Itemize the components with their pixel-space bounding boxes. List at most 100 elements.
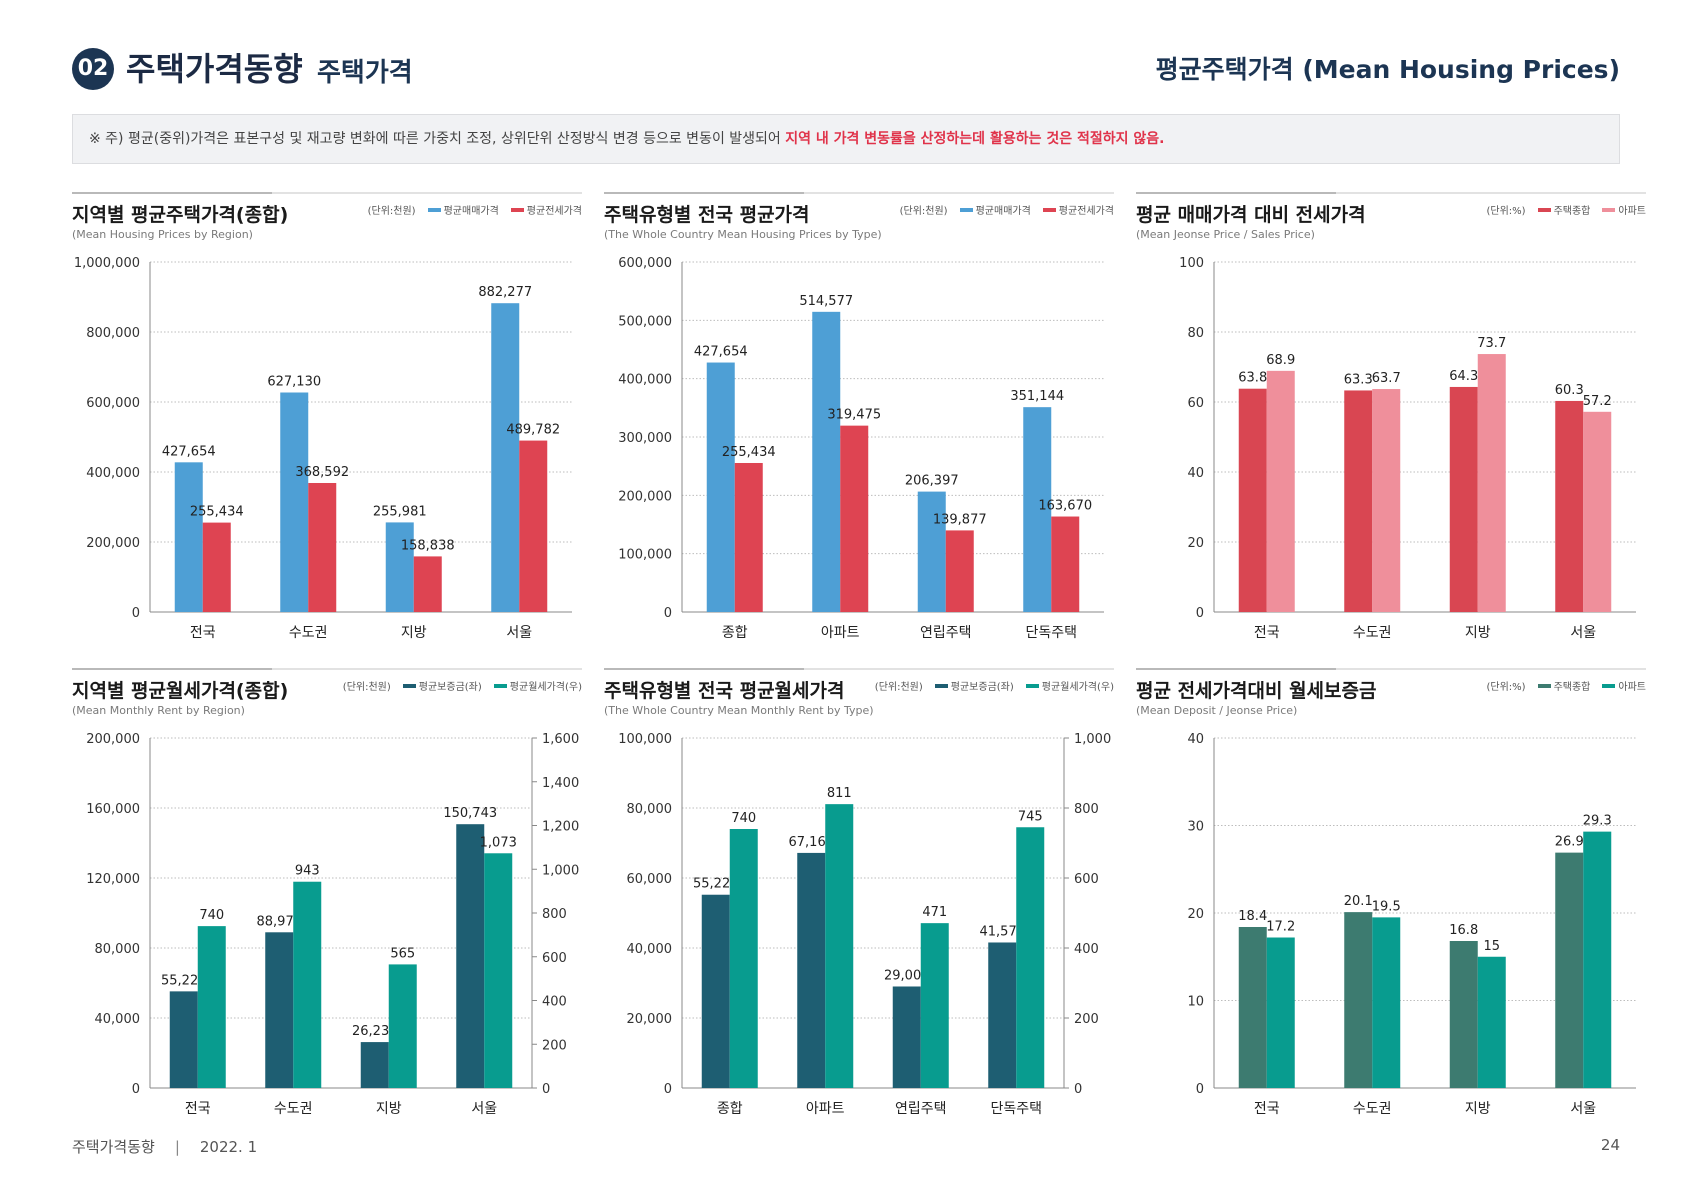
- data-label: 64.3: [1449, 369, 1478, 384]
- chart-title: 주택유형별 전국 평균월세가격: [604, 680, 845, 702]
- data-label: 150,743: [443, 806, 497, 821]
- data-label: 368,592: [295, 465, 349, 480]
- bar-series2: [1016, 827, 1045, 1088]
- chart-top-rule-accent: [604, 668, 804, 670]
- chart-top-rule: [604, 668, 1114, 670]
- x-tick-label: 전국: [185, 1101, 211, 1117]
- bar-series2: [945, 530, 974, 612]
- legend-label: 아파트: [1618, 682, 1646, 693]
- x-tick-label: 서울: [471, 1101, 497, 1117]
- x-tick-label: 수도권: [274, 1101, 313, 1117]
- data-label: 67,169: [789, 835, 835, 850]
- legend-swatch: [510, 207, 524, 212]
- data-label: 20.1: [1344, 894, 1373, 909]
- x-tick-label: 지방: [376, 1101, 402, 1117]
- section-subtitle: 주택가격: [317, 58, 413, 88]
- x-tick-label: 종합: [717, 1101, 743, 1117]
- data-label: 63.3: [1344, 372, 1373, 387]
- section-title: 주택가격동향: [126, 50, 303, 88]
- y-tick-label: 100,000: [618, 548, 672, 563]
- y2-tick-label: 400: [542, 995, 567, 1010]
- data-label: 68.9: [1266, 353, 1295, 368]
- y2-tick-label: 1,000: [542, 863, 579, 878]
- chart-top-rule-accent: [72, 668, 272, 670]
- data-label: 18.4: [1238, 909, 1267, 924]
- legend-label: 주택종합: [1553, 206, 1591, 217]
- bar-series1: [812, 311, 841, 612]
- data-label: 63.7: [1372, 371, 1401, 386]
- data-label: 26.9: [1555, 835, 1584, 850]
- x-tick-label: 아파트: [806, 1101, 845, 1117]
- y-tick-label: 120,000: [86, 872, 140, 887]
- data-label: 19.5: [1372, 899, 1401, 914]
- page-title: 평균주택가격 (Mean Housing Prices): [1155, 55, 1620, 84]
- y-tick-label: 0: [1196, 606, 1204, 621]
- chart-subtitle: (Mean Housing Prices by Region): [72, 228, 253, 241]
- data-label: 60.3: [1555, 383, 1584, 398]
- data-label: 15: [1483, 939, 1500, 954]
- y-tick-label: 60,000: [627, 872, 673, 887]
- bar-series2: [308, 482, 337, 612]
- footer-left: 주택가격동향 | 2022. 1: [72, 1136, 257, 1157]
- data-label: 57.2: [1583, 394, 1612, 409]
- y2-tick-label: 600: [1074, 872, 1099, 887]
- legend-label: 평균보증금(좌): [418, 682, 482, 693]
- x-tick-label: 연립주택: [920, 625, 972, 641]
- y-tick-label: 40: [1187, 466, 1204, 481]
- data-label: 882,277: [478, 285, 532, 300]
- chart-type-mean-price: 주택유형별 전국 평균가격 (The Whole Country Mean Hou…: [604, 192, 1114, 662]
- bar-series1: [280, 392, 309, 612]
- data-label: 73.7: [1477, 336, 1506, 351]
- footer-publication: 주택가격동향: [72, 1138, 155, 1156]
- bar-series1: [385, 522, 414, 612]
- data-label: 41,577: [980, 924, 1026, 939]
- chart-subtitle: (Mean Monthly Rent by Region): [72, 704, 245, 717]
- chart-legend: (단위:%) 주택종합 아파트: [1487, 678, 1647, 693]
- y-tick-label: 20: [1187, 907, 1204, 922]
- chart-top-rule-accent: [1136, 192, 1336, 194]
- footer-separator: |: [174, 1138, 180, 1156]
- x-tick-label: 서울: [506, 625, 532, 641]
- chart-title: 지역별 평균월세가격(종합): [72, 680, 289, 702]
- bar-series1: [1238, 388, 1267, 612]
- chart-subtitle: (The Whole Country Mean Housing Prices b…: [604, 228, 882, 241]
- legend-swatch: [1042, 207, 1056, 212]
- legend-swatch: [1537, 207, 1551, 212]
- bar-series1: [1449, 941, 1478, 1088]
- bar-series1: [1555, 852, 1584, 1088]
- chart-unit: (단위:천원): [899, 206, 948, 217]
- chart-legend: (단위:천원) 평균매매가격 평균전세가격: [368, 202, 582, 217]
- y-tick-label: 30: [1187, 820, 1204, 835]
- legend-item: 주택종합: [1537, 678, 1591, 693]
- y-tick-label: 0: [132, 1082, 140, 1097]
- legend-item: 평균월세가격(우): [493, 678, 582, 693]
- chart-jeonse-sales-ratio: 평균 매매가격 대비 전세가격 (Mean Jeonse Price / Sale…: [1136, 192, 1646, 662]
- chart-plot: 0 10 20 30 40 전국 18.417.2 수도권 20.1 19.5 지방 16.8 15 서울…: [1187, 732, 1636, 1117]
- y-tick-label: 40,000: [95, 1012, 141, 1027]
- legend-swatch: [1602, 683, 1616, 688]
- legend-label: 주택종합: [1553, 682, 1591, 693]
- data-label: 319,475: [827, 408, 881, 423]
- data-label: 29,003: [884, 968, 930, 983]
- x-tick-label: 서울: [1570, 1101, 1596, 1117]
- bar-series2: [413, 556, 442, 612]
- y2-tick-label: 1,400: [542, 776, 579, 791]
- x-tick-label: 아파트: [821, 625, 860, 641]
- legend-label: 아파트: [1618, 206, 1646, 217]
- chart-unit: (단위:%): [1486, 682, 1526, 693]
- chart-title: 주택유형별 전국 평균가격: [604, 204, 810, 226]
- x-tick-label: 수도권: [289, 625, 328, 641]
- legend-swatch: [1025, 683, 1039, 688]
- x-tick-label: 단독주택: [1025, 625, 1077, 641]
- legend-swatch: [427, 207, 441, 212]
- chart-top-rule: [1136, 668, 1646, 670]
- bar-series1: [797, 852, 826, 1088]
- y-tick-label: 160,000: [86, 802, 140, 817]
- bar-series1: [1344, 912, 1373, 1088]
- data-label: 514,577: [799, 294, 853, 309]
- data-label: 427,654: [162, 444, 216, 459]
- chart-legend: (단위:천원) 평균보증금(좌) 평균월세가격(우): [343, 678, 582, 693]
- y-tick-label: 100,000: [618, 732, 672, 747]
- data-label: 565: [390, 946, 415, 961]
- y-tick-label: 100: [1179, 256, 1204, 271]
